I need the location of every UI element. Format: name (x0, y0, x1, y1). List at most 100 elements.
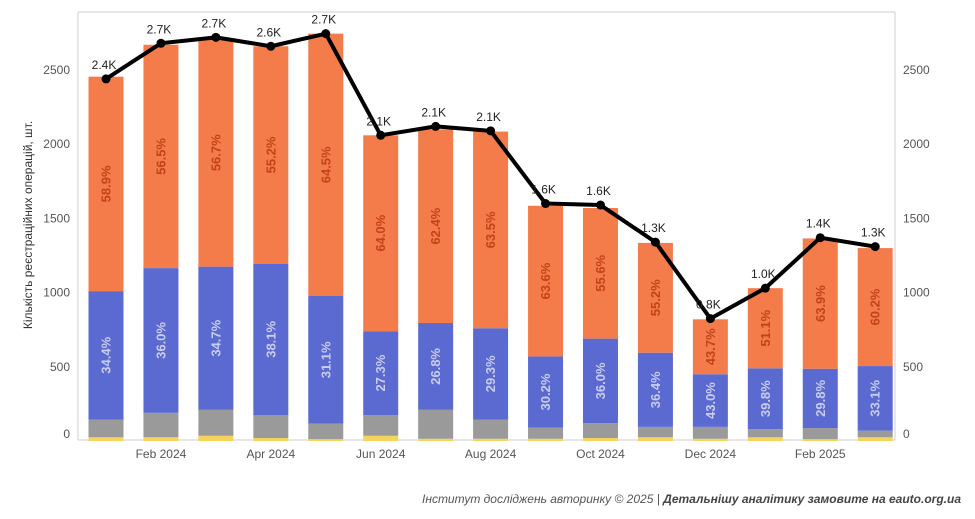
bar-segment (802, 439, 838, 441)
bar-segment (473, 438, 509, 441)
total-point (650, 237, 660, 247)
bar-segment (88, 291, 124, 420)
bar-percent-label: 60.2% (868, 288, 883, 325)
bar-segment (528, 438, 564, 441)
bar-percent-label: 33.1% (868, 379, 883, 416)
bar-segment (857, 366, 893, 431)
y-tick-label: 1000 (43, 286, 70, 300)
bar-segment (363, 331, 399, 416)
bar-segment (857, 437, 893, 441)
bar-segment (418, 129, 454, 324)
bar-percent-label: 36.4% (648, 371, 663, 408)
bar-segment (88, 419, 124, 438)
bar-percent-label: 26.8% (428, 348, 443, 385)
bar-segment (143, 44, 179, 269)
total-label: 2.6K (256, 25, 281, 39)
total-label: 2.1K (476, 110, 501, 124)
bar-percent-label: 29.3% (483, 355, 498, 392)
y2-tick-label: 1000 (903, 286, 930, 300)
bar-segment (473, 328, 509, 420)
bar-percent-label: 55.2% (648, 279, 663, 316)
bar-segment (528, 205, 564, 357)
bar-segment (802, 368, 838, 429)
total-label: 1.3K (861, 226, 886, 240)
total-point (376, 130, 386, 140)
bar-percent-label: 30.2% (538, 373, 553, 410)
bar-segment (88, 76, 124, 292)
total-point (156, 38, 166, 48)
bar-percent-label: 64.0% (373, 214, 388, 251)
bar-segment (747, 368, 783, 430)
bar-segment (363, 415, 399, 436)
y-tick-label: 2500 (43, 63, 70, 77)
bar-segment (143, 412, 179, 438)
total-label: 2.7K (311, 13, 336, 27)
x-tick-label: Feb 2024 (136, 447, 187, 461)
bar-segment (308, 33, 344, 297)
footer-note: Інститут досліджень авторинку © 2025 | Д… (422, 492, 961, 506)
bar-segment (692, 426, 728, 439)
bar-percent-label: 63.9% (813, 285, 828, 322)
bar-percent-label: 62.4% (428, 207, 443, 244)
total-label: 0.8K (696, 298, 721, 312)
bar-percent-label: 36.0% (593, 362, 608, 399)
bar-percent-label: 55.2% (263, 136, 278, 173)
total-point (431, 121, 441, 131)
total-label: 2.7K (147, 22, 172, 36)
total-point (266, 41, 276, 51)
bar-segment (582, 423, 618, 439)
total-label: 1.6K (531, 183, 556, 197)
bar-percent-label: 38.1% (263, 320, 278, 357)
bar-segment (363, 135, 399, 332)
bar-segment (582, 208, 618, 339)
bar-percent-label: 64.5% (318, 146, 333, 183)
bar-segment (88, 437, 124, 441)
total-point (541, 199, 551, 209)
y2-tick-label: 2500 (903, 63, 930, 77)
chart: 0 500 1000 1500 2000 2500 0 500 1000 1500 2000 2500… (21, 11, 930, 461)
y2-tick-label: 0 (903, 427, 910, 441)
bar-segment (857, 248, 893, 367)
y2-tick-label: 2000 (903, 137, 930, 151)
total-label: 1.0K (751, 267, 776, 281)
bar-segment (363, 435, 399, 441)
total-label: 1.3K (641, 221, 666, 235)
bar-segment (418, 323, 454, 410)
footer-source: Інститут досліджень авторинку © 2025 | (422, 492, 664, 506)
total-point (211, 32, 221, 42)
total-point (101, 74, 111, 84)
total-point (486, 126, 496, 136)
bar-segment (473, 419, 509, 439)
total-point (595, 200, 605, 210)
y-axis-label: Кількість реєстраційних операцій, шт. (21, 121, 35, 329)
bar-percent-label: 34.7% (208, 319, 223, 356)
bar-segment (747, 429, 783, 438)
bar-segment (637, 352, 673, 427)
bar-percent-label: 58.9% (99, 165, 114, 202)
bar-percent-label: 56.7% (208, 134, 223, 171)
bar-percent-label: 31.1% (318, 341, 333, 378)
bar-segment (747, 437, 783, 441)
bar-percent-label: 55.6% (593, 254, 608, 291)
x-tick-label: Apr 2024 (246, 447, 295, 461)
total-label: 2.1K (421, 105, 446, 119)
bar-segment (637, 426, 673, 438)
y-tick-label: 500 (50, 360, 70, 374)
bar-segment (692, 438, 728, 441)
x-tick-label: Feb 2025 (795, 447, 846, 461)
y2-tick-label: 500 (903, 360, 923, 374)
bar-segment (692, 374, 728, 427)
bar-segment (637, 437, 673, 441)
total-label: 2.1K (366, 114, 391, 128)
total-point (760, 283, 770, 293)
bar-segment (418, 409, 454, 439)
bar-segment (802, 238, 838, 369)
bar-percent-label: 63.5% (483, 211, 498, 248)
total-label: 1.4K (806, 217, 831, 231)
bar-percent-label: 56.5% (153, 138, 168, 175)
footer-cta: Детальнішу аналітику замовите на eauto.o… (663, 492, 961, 506)
total-label: 2.7K (202, 16, 227, 30)
bar-segment (253, 263, 289, 416)
bar-percent-label: 36.0% (153, 322, 168, 359)
total-point (815, 233, 825, 243)
